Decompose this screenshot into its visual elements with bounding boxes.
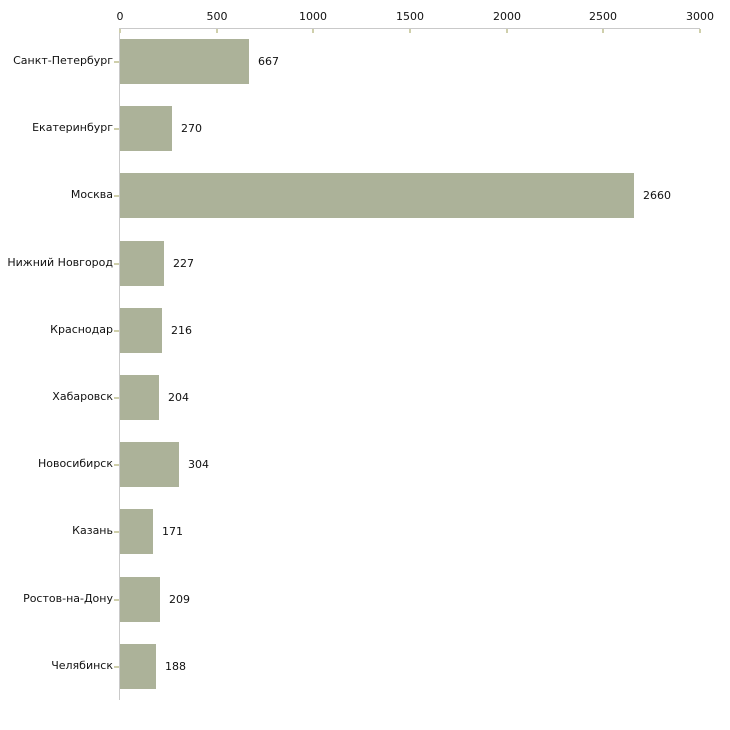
x-tick-mark: [699, 29, 701, 33]
bar: [120, 442, 179, 487]
bar: [120, 308, 162, 353]
y-tick-mark: [114, 263, 119, 265]
bar: [120, 39, 249, 84]
x-tick-mark: [216, 29, 218, 33]
bar: [120, 173, 634, 218]
bar: [120, 106, 172, 151]
category-label: Ростов-на-Дону: [23, 592, 113, 605]
x-tick-label: 2500: [589, 10, 617, 23]
value-label: 2660: [643, 189, 671, 202]
y-tick-mark: [114, 330, 119, 332]
y-tick-mark: [114, 666, 119, 668]
value-label: 227: [173, 257, 194, 270]
bar: [120, 644, 156, 689]
value-label: 304: [188, 458, 209, 471]
y-tick-mark: [114, 61, 119, 63]
y-axis-line: [119, 28, 120, 700]
category-label: Екатеринбург: [32, 121, 113, 134]
value-label: 667: [258, 55, 279, 68]
category-label: Санкт-Петербург: [13, 54, 113, 67]
category-label: Краснодар: [50, 323, 113, 336]
value-label: 204: [168, 391, 189, 404]
y-tick-mark: [114, 599, 119, 601]
x-tick-mark: [409, 29, 411, 33]
y-tick-mark: [114, 531, 119, 533]
category-label: Москва: [70, 188, 113, 201]
y-tick-mark: [114, 397, 119, 399]
category-label: Казань: [72, 524, 113, 537]
x-tick-mark: [506, 29, 508, 33]
x-tick-mark: [312, 29, 314, 33]
value-label: 209: [169, 593, 190, 606]
x-tick-label: 1000: [299, 10, 327, 23]
x-tick-label: 2000: [493, 10, 521, 23]
category-label: Нижний Новгород: [7, 256, 113, 269]
y-tick-mark: [114, 195, 119, 197]
category-label: Челябинск: [51, 659, 113, 672]
x-tick-label: 500: [206, 10, 228, 23]
category-label: Хабаровск: [52, 390, 113, 403]
y-tick-mark: [114, 464, 119, 466]
bar: [120, 375, 159, 420]
value-label: 270: [181, 122, 202, 135]
value-label: 171: [162, 525, 183, 538]
bar: [120, 577, 160, 622]
x-axis-line: [120, 28, 700, 29]
x-tick-mark: [602, 29, 604, 33]
x-tick-label: 3000: [686, 10, 714, 23]
y-tick-mark: [114, 128, 119, 130]
x-tick-mark: [119, 29, 121, 33]
x-tick-label: 1500: [396, 10, 424, 23]
value-label: 216: [171, 324, 192, 337]
bar: [120, 509, 153, 554]
value-label: 188: [165, 660, 186, 673]
bar: [120, 241, 164, 286]
category-label: Новосибирск: [37, 457, 113, 470]
x-tick-label: 0: [116, 10, 124, 23]
